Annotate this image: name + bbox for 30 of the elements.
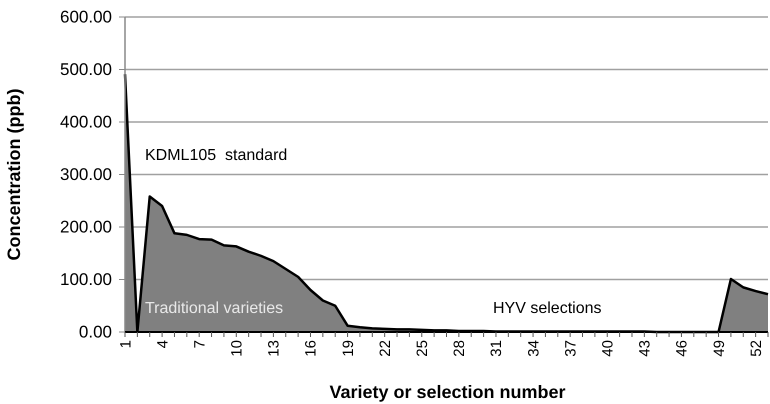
x-tick-label: 13	[266, 340, 283, 357]
y-tick-label: 400.00	[60, 112, 112, 132]
x-tick-label: 31	[488, 340, 506, 357]
y-tick-label: 600.00	[60, 7, 112, 26]
x-tick-label: 43	[636, 340, 654, 357]
x-tick-label: 4	[154, 340, 172, 348]
x-tick-label: 10	[228, 340, 246, 357]
x-tick-label: 22	[376, 340, 394, 357]
x-tick-label: 52	[748, 340, 765, 357]
x-tick-label: 28	[451, 340, 468, 357]
x-tick-label: 49	[710, 340, 728, 357]
x-tick-label: 1	[117, 340, 134, 348]
x-tick-label: 40	[600, 340, 616, 357]
annotation: Traditional varieties	[145, 300, 284, 317]
x-tick-label: 37	[562, 340, 580, 357]
y-tick-label: 300.00	[60, 164, 112, 184]
annotation: KDML105 standard	[145, 147, 288, 164]
y-tick-label: 100.00	[60, 270, 112, 289]
x-tick-label: 19	[340, 340, 357, 357]
y-tick-label: 500.00	[60, 60, 112, 79]
x-tick-label: 34	[525, 340, 542, 357]
x-tick-label: 25	[414, 340, 432, 357]
y-tick-label: 200.00	[60, 217, 112, 236]
x-tick-label: 16	[302, 340, 320, 357]
y-axis-title: Concentration (ppb)	[4, 88, 24, 260]
x-tick-label: 46	[674, 340, 691, 357]
y-tick-label: 0.00	[78, 322, 112, 342]
x-tick-label: 7	[191, 340, 208, 348]
annotation: HYV selections	[493, 300, 602, 317]
x-axis-title: Variety or selection number	[329, 382, 566, 402]
